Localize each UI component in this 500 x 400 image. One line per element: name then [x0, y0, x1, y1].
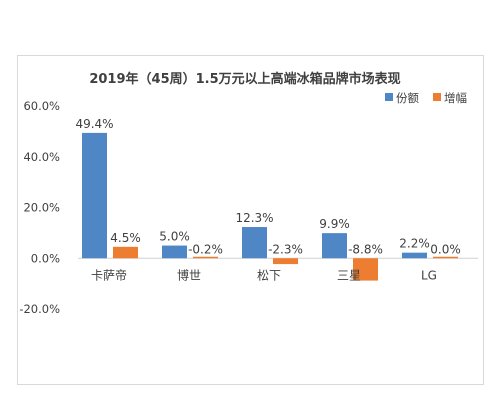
data-label-share: 49.4%	[75, 117, 113, 131]
bar-growth	[353, 258, 378, 281]
data-labels: 49.4% 4.5% 5.0%-0.2% 12.3% -2.3% 9.9% -8.8% 2.2…	[75, 117, 460, 256]
y-tick-label: 40.0%	[23, 150, 60, 164]
legend: 份额 增幅	[385, 91, 467, 105]
legend-swatch-share	[385, 93, 393, 101]
legend-label-share: 份额	[396, 91, 419, 105]
data-label-growth: -2.3%	[268, 242, 303, 256]
data-label-share: 12.3%	[235, 211, 273, 225]
data-label-growth: 4.5%	[110, 231, 141, 245]
category-labels: 卡萨帝 博世 松下 三星 LG	[91, 267, 437, 282]
bar-share	[322, 233, 347, 259]
legend-label-growth: 增幅	[444, 91, 467, 105]
data-label-share: 5.0%	[159, 230, 190, 244]
bar-growth	[273, 258, 298, 265]
category-label: 松下	[257, 268, 281, 282]
y-axis: -20.0% 0.0% 20.0% 40.0% 60.0%	[19, 99, 60, 316]
y-tick-label: 60.0%	[23, 99, 60, 113]
category-label: LG	[421, 268, 437, 282]
bar-share	[82, 132, 107, 259]
data-label-share: 2.2%	[399, 237, 430, 251]
data-label-growth: -8.8%	[348, 242, 383, 256]
data-label-growth: -0.2%	[188, 242, 223, 256]
bar-share	[242, 227, 267, 259]
y-tick-label: 0.0%	[31, 251, 60, 265]
bar-growth	[433, 256, 458, 259]
y-tick-label: -20.0%	[19, 302, 60, 316]
bar-growth	[193, 256, 218, 259]
category-label: 博世	[177, 267, 201, 282]
bar-share	[402, 252, 427, 259]
bar-share	[162, 245, 187, 259]
chart-title: 2019年（45周）1.5万元以上高端冰箱品牌市场表现	[89, 71, 400, 87]
legend-swatch-growth	[433, 93, 441, 101]
bars	[82, 132, 458, 281]
data-label-share: 9.9%	[319, 217, 350, 231]
y-tick-label: 20.0%	[23, 201, 60, 215]
data-label-growth: 0.0%	[430, 242, 461, 256]
category-label: 三星	[337, 268, 361, 282]
bar-growth	[113, 246, 138, 259]
category-label: 卡萨帝	[91, 267, 127, 282]
